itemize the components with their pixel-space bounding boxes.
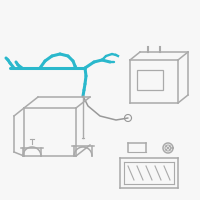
Bar: [137, 70, 163, 90]
